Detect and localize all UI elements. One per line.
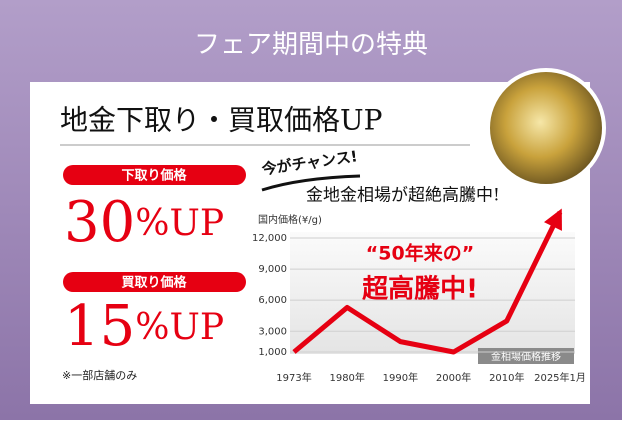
rate-number: 30 bbox=[64, 190, 135, 255]
x-tick-label: 1980年 bbox=[329, 371, 364, 384]
note: ※一部店舗のみ bbox=[62, 368, 137, 382]
offer-rate: 30%UP bbox=[64, 190, 224, 255]
annotation: 超高騰中! bbox=[362, 274, 478, 305]
x-tick-label: 1973年 bbox=[276, 371, 311, 384]
plot-area bbox=[290, 232, 575, 354]
x-tick-label: 2000年 bbox=[436, 371, 471, 384]
chart: 1,000 3,000 6,000 9,000 12,000 1973年 1980年 1990… bbox=[252, 208, 586, 384]
headline: 金地金相場が超絶高騰中! bbox=[306, 186, 500, 206]
annotation: “50年来の” bbox=[366, 242, 474, 265]
rate-number: 15 bbox=[64, 294, 135, 359]
gold-photo bbox=[486, 68, 606, 188]
y-tick-label: 6,000 bbox=[258, 295, 287, 306]
rate-suffix: %UP bbox=[135, 307, 224, 348]
header-title: フェア期間中の特典 bbox=[194, 30, 428, 60]
x-tick-label: 2010年 bbox=[489, 371, 524, 384]
y-axis-label: 国内価格(¥/g) bbox=[258, 213, 322, 226]
x-tick-label: 1990年 bbox=[383, 371, 418, 384]
x-tick-label: 2025年1月 bbox=[534, 371, 586, 384]
rate-suffix: %UP bbox=[135, 203, 224, 244]
y-tick-label: 12,000 bbox=[252, 233, 287, 244]
offer-label: 下取り価格 bbox=[121, 168, 187, 184]
swoosh bbox=[261, 174, 361, 192]
offer-pill bbox=[63, 272, 246, 292]
offer-pill bbox=[63, 165, 246, 185]
y-tick-label: 3,000 bbox=[258, 326, 287, 337]
card-title: 地金下取り・買取価格UP bbox=[60, 104, 382, 137]
y-tick-label: 9,000 bbox=[258, 264, 287, 275]
y-tick-label: 1,000 bbox=[258, 347, 287, 358]
arrow-head bbox=[543, 208, 562, 231]
offer-label: 買取り価格 bbox=[121, 275, 187, 291]
badge: 金相場価格推移 bbox=[491, 350, 561, 363]
offer-rate: 15%UP bbox=[64, 294, 224, 359]
price-line bbox=[292, 210, 563, 355]
